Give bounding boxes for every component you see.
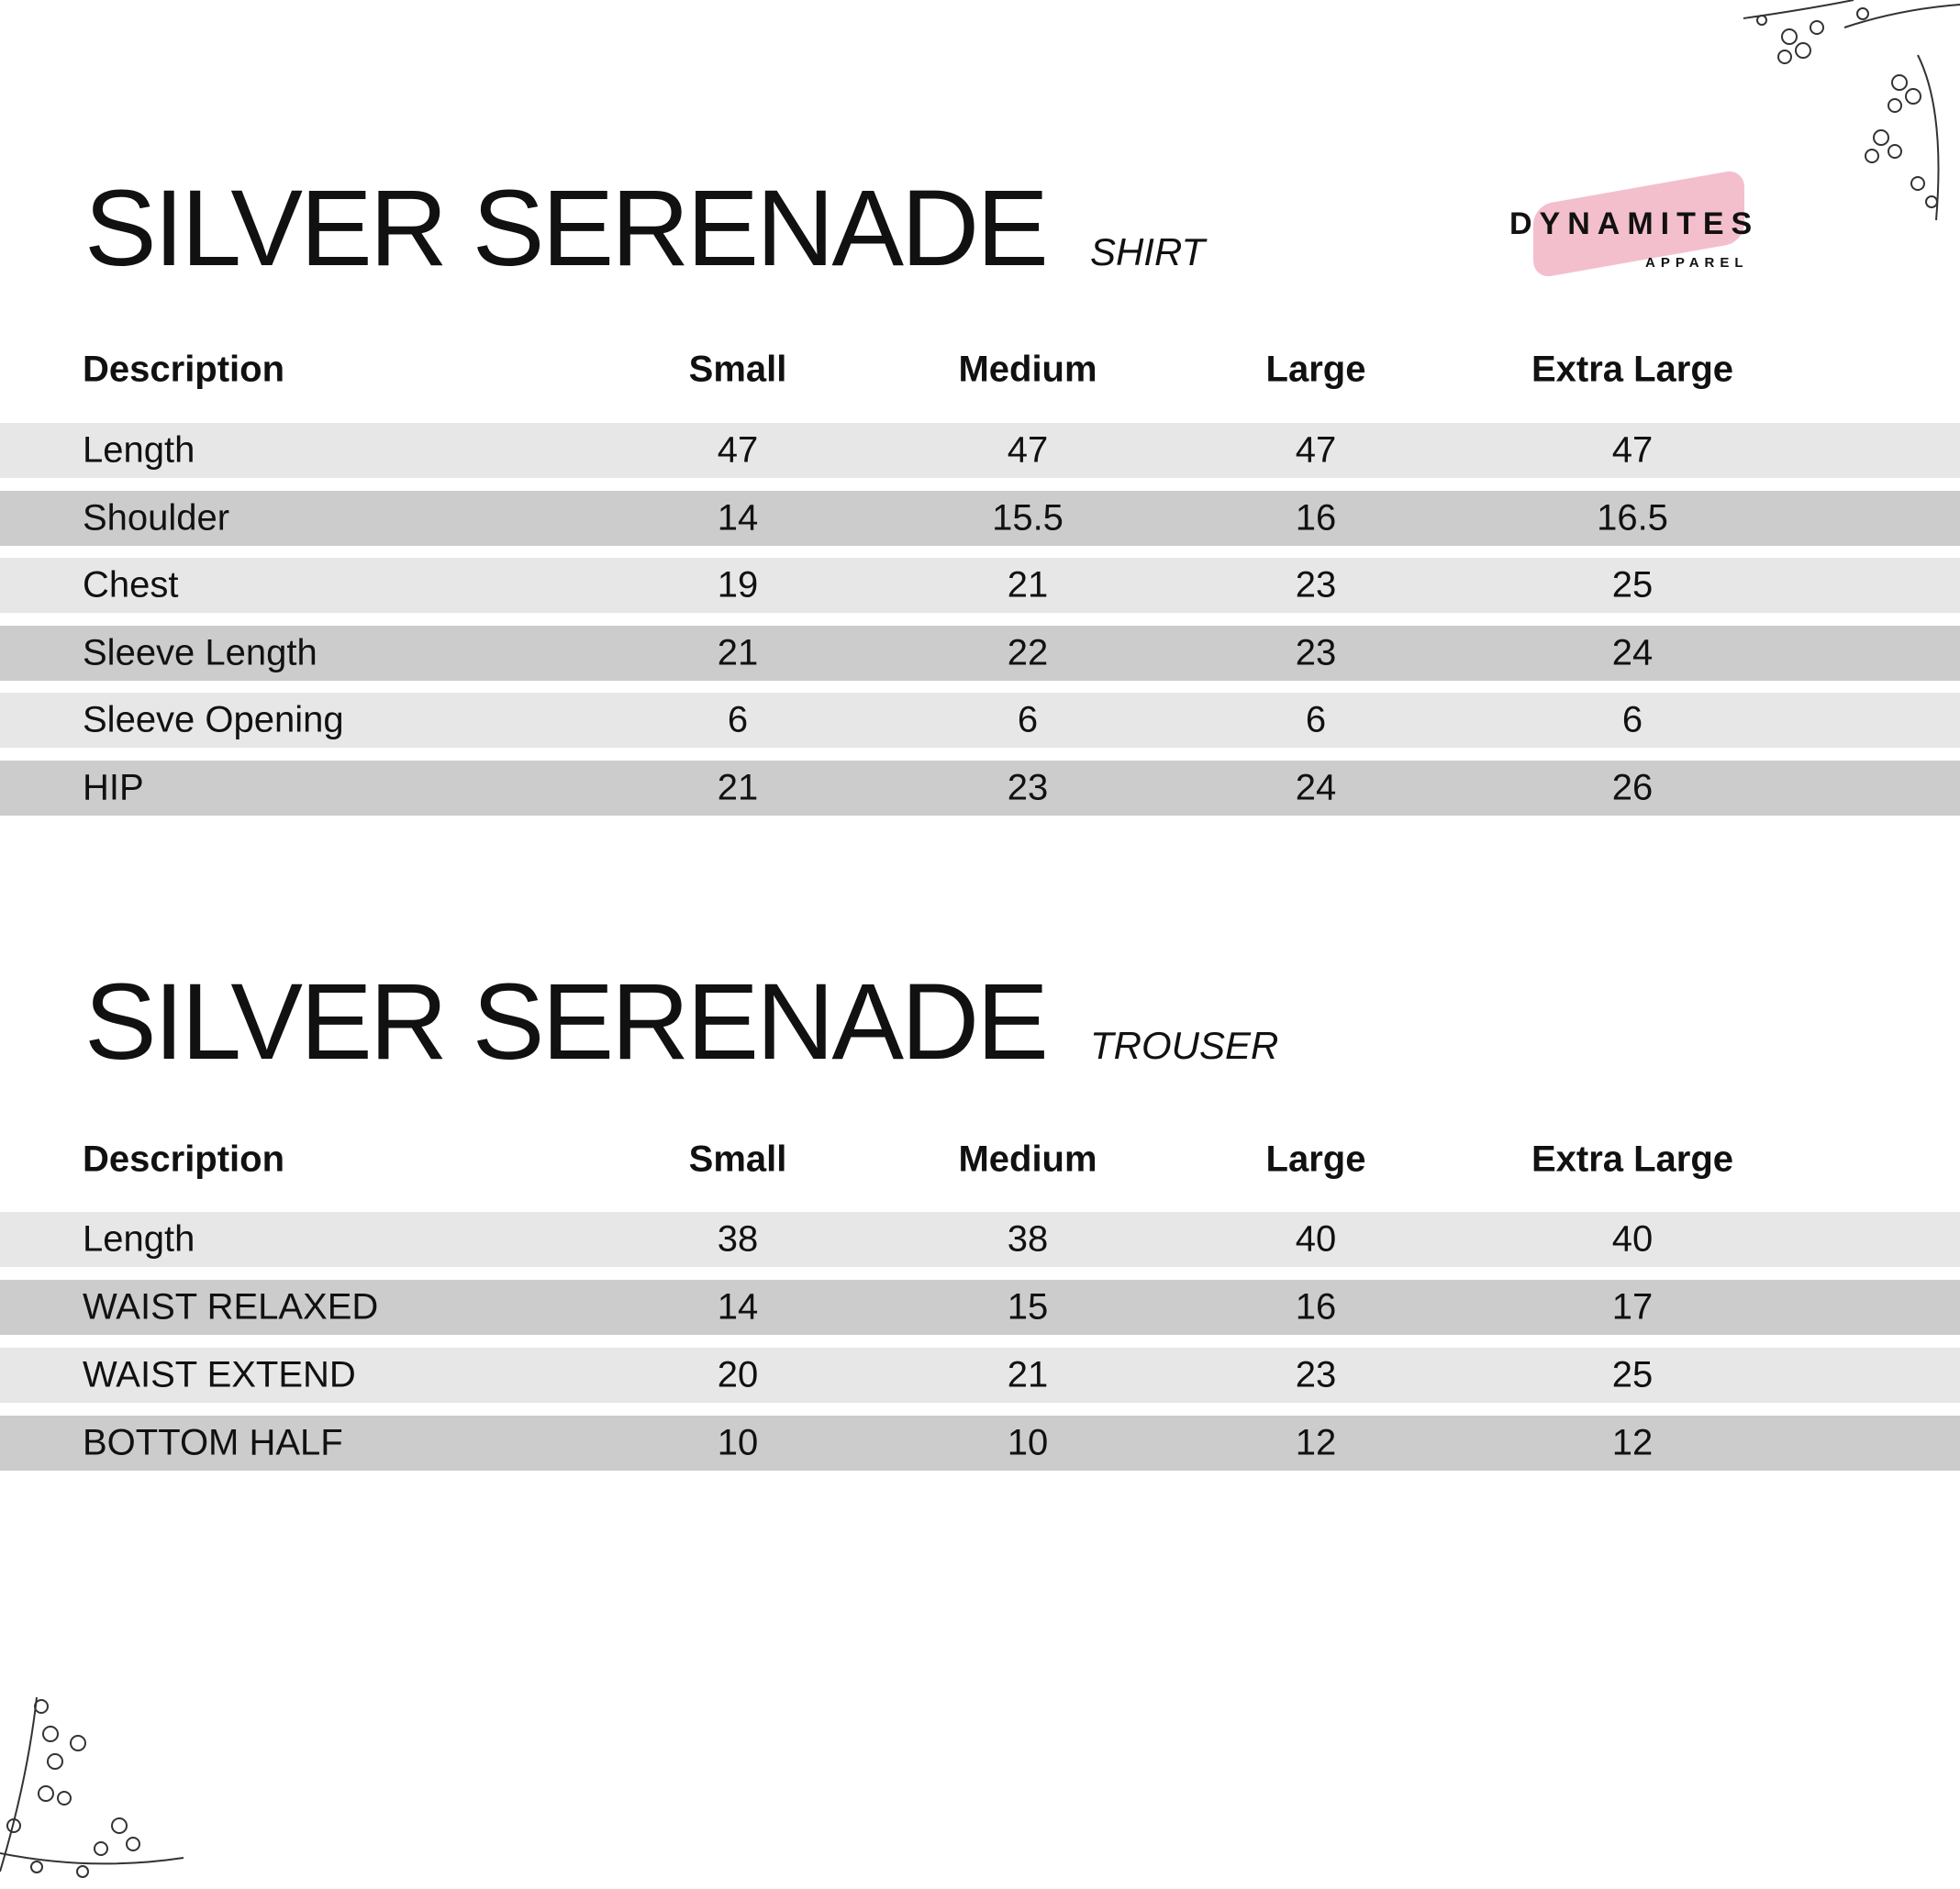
cell-large: 23 — [1295, 1354, 1337, 1395]
shirt-subtitle: SHIRT — [1089, 230, 1206, 273]
trouser-table-row: WAIST RELAXED 14 15 16 17 — [0, 1280, 1960, 1335]
cell-medium: 21 — [1007, 564, 1049, 606]
cell-extra-large: 12 — [1611, 1422, 1654, 1463]
shirt-table-row: Shoulder 14 15.5 16 16.5 — [0, 490, 1960, 546]
col-large: Large — [1265, 349, 1366, 390]
trouser-table-header: Description Small Medium Large Extra Lar… — [0, 1137, 1960, 1183]
cell-large: 16 — [1295, 497, 1337, 539]
col-medium: Medium — [958, 1139, 1097, 1180]
col-small: Small — [688, 1139, 787, 1180]
cell-large: 23 — [1295, 632, 1337, 673]
cell-medium: 47 — [1007, 429, 1049, 471]
cell-small: 21 — [717, 632, 759, 673]
cell-large: 23 — [1295, 564, 1337, 606]
cell-large: 6 — [1305, 699, 1327, 740]
cell-extra-large: 26 — [1611, 767, 1654, 808]
cell-extra-large: 16.5 — [1597, 497, 1668, 539]
col-extra-large: Extra Large — [1531, 349, 1734, 390]
cell-small: 21 — [717, 767, 759, 808]
brand-logo: DYNAMITES APPAREL — [1506, 168, 1763, 281]
shirt-title: SILVER SERENADE — [84, 168, 1049, 289]
shirt-table-row: Chest 19 21 23 25 — [0, 558, 1960, 614]
shirt-table-row: HIP 21 23 24 26 — [0, 761, 1960, 816]
col-small: Small — [688, 349, 787, 390]
cell-small: 14 — [717, 1286, 759, 1328]
cell-description: WAIST EXTEND — [83, 1354, 356, 1395]
cell-description: Length — [83, 429, 195, 471]
cell-extra-large: 24 — [1611, 632, 1654, 673]
trouser-title: SILVER SERENADE — [84, 961, 1049, 1083]
floral-decoration-top-right — [1743, 0, 1960, 221]
cell-medium: 21 — [1007, 1354, 1049, 1395]
cell-description: Sleeve Length — [83, 632, 317, 673]
col-description: Description — [83, 349, 285, 390]
cell-large: 12 — [1295, 1422, 1337, 1463]
brand-tagline: APPAREL — [1645, 255, 1749, 271]
cell-extra-large: 47 — [1611, 429, 1654, 471]
cell-extra-large: 40 — [1611, 1218, 1654, 1260]
cell-medium: 15.5 — [992, 497, 1064, 539]
cell-extra-large: 6 — [1621, 699, 1643, 740]
shirt-table-row: Sleeve Length 21 22 23 24 — [0, 625, 1960, 681]
brand-name: DYNAMITES — [1509, 206, 1760, 241]
col-description: Description — [83, 1139, 285, 1180]
cell-large: 47 — [1295, 429, 1337, 471]
cell-small: 20 — [717, 1354, 759, 1395]
trouser-table-row: Length 38 38 40 40 — [0, 1212, 1960, 1267]
cell-medium: 23 — [1007, 767, 1049, 808]
trouser-heading: SILVER SERENADE TROUSER — [84, 968, 1278, 1076]
cell-small: 47 — [717, 429, 759, 471]
cell-small: 19 — [717, 564, 759, 606]
shirt-table-header: Description Small Medium Large Extra Lar… — [0, 347, 1960, 393]
cell-large: 16 — [1295, 1286, 1337, 1328]
cell-medium: 6 — [1017, 699, 1039, 740]
cell-description: Sleeve Opening — [83, 699, 344, 740]
trouser-subtitle: TROUSER — [1089, 1024, 1279, 1067]
col-extra-large: Extra Large — [1531, 1139, 1734, 1180]
cell-description: BOTTOM HALF — [83, 1422, 343, 1463]
cell-large: 40 — [1295, 1218, 1337, 1260]
cell-medium: 22 — [1007, 632, 1049, 673]
cell-extra-large: 17 — [1611, 1286, 1654, 1328]
cell-description: Shoulder — [83, 497, 230, 539]
cell-description: Chest — [83, 564, 179, 606]
cell-small: 14 — [717, 497, 759, 539]
cell-extra-large: 25 — [1611, 564, 1654, 606]
cell-medium: 10 — [1007, 1422, 1049, 1463]
cell-extra-large: 25 — [1611, 1354, 1654, 1395]
cell-medium: 15 — [1007, 1286, 1049, 1328]
cell-small: 10 — [717, 1422, 759, 1463]
cell-small: 38 — [717, 1218, 759, 1260]
shirt-table-row: Sleeve Opening 6 6 6 6 — [0, 693, 1960, 749]
trouser-table-row: BOTTOM HALF 10 10 12 12 — [0, 1416, 1960, 1471]
cell-large: 24 — [1295, 767, 1337, 808]
floral-decoration-bottom-left — [0, 1696, 184, 1878]
shirt-table-row: Length 47 47 47 47 — [0, 423, 1960, 478]
col-medium: Medium — [958, 349, 1097, 390]
cell-description: HIP — [83, 767, 144, 808]
cell-small: 6 — [727, 699, 749, 740]
shirt-heading: SILVER SERENADE SHIRT — [84, 174, 1205, 283]
trouser-table-row: WAIST EXTEND 20 21 23 25 — [0, 1348, 1960, 1403]
cell-description: Length — [83, 1218, 195, 1260]
cell-medium: 38 — [1007, 1218, 1049, 1260]
col-large: Large — [1265, 1139, 1366, 1180]
cell-description: WAIST RELAXED — [83, 1286, 379, 1328]
